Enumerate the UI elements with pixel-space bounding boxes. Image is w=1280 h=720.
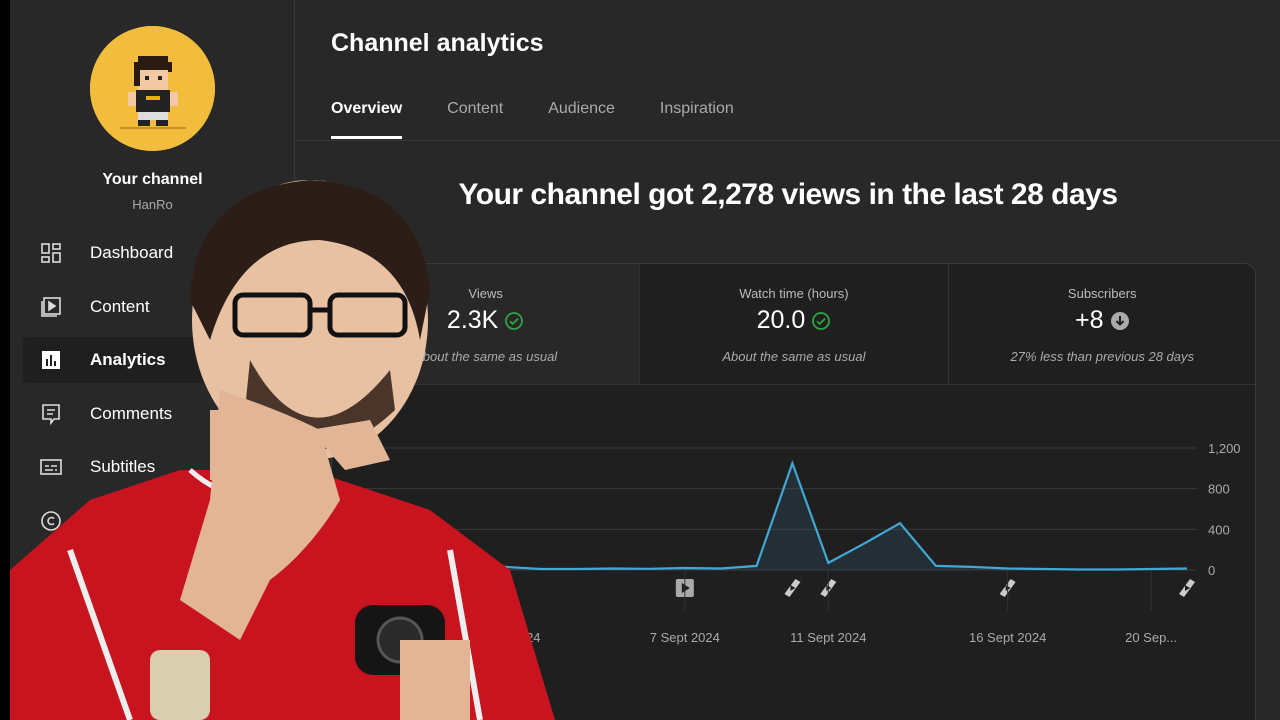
analytics-icon [39, 348, 63, 372]
tabs: Overview Content Audience Inspiration [331, 100, 779, 140]
metric-card-subscribers[interactable]: Subscribers +8 27% less than previous 28… [948, 264, 1255, 384]
sidebar-item-label: Content [90, 296, 150, 316]
main-content: Channel analytics Overview Content Audie… [296, 0, 1280, 720]
tab-divider [296, 140, 1280, 141]
metric-label: Watch time (hours) [739, 286, 849, 301]
check-circle-icon [812, 311, 831, 330]
content-icon [39, 295, 63, 319]
y-tick-label: 800 [1208, 482, 1230, 497]
y-tick-label: 1,200 [1208, 441, 1241, 456]
x-tick-label: 11 Sept 2024 [790, 630, 866, 645]
dashboard-icon [39, 241, 63, 265]
pixel-avatar-icon [90, 26, 215, 151]
tab-content[interactable]: Content [447, 100, 504, 117]
page-title: Channel analytics [331, 29, 544, 57]
metric-comparison: About the same as usual [414, 349, 558, 364]
channel-avatar[interactable] [90, 26, 215, 151]
sidebar-item-content[interactable]: Content [23, 284, 283, 330]
metric-value-row: 2.3K [332, 306, 639, 335]
metric-value: 20.0 [756, 306, 806, 334]
tab-inspiration[interactable]: Inspiration [659, 100, 734, 117]
overview-panel: Views 2.3K About the same as usual Watch… [331, 263, 1256, 720]
metric-label: Subscribers [1067, 286, 1137, 301]
sidebar-item-label: Analytics [90, 350, 166, 370]
sidebar-item-subtitles[interactable]: Subtitles [23, 444, 283, 490]
shorts-icon[interactable] [1179, 579, 1195, 597]
studio-window: Your channel HanRo Dashboard Content Ana… [10, 0, 1280, 720]
metric-comparison: 27% less than previous 28 days [1010, 349, 1195, 364]
metric-label: Views [468, 286, 503, 301]
x-tick-label: 16 Sept 2024 [969, 630, 1046, 645]
sidebar-item-label: Subtitles [90, 457, 156, 477]
tab-audience[interactable]: Audience [548, 100, 615, 117]
y-tick-label: 400 [1208, 522, 1230, 537]
tab-overview[interactable]: Overview [331, 100, 403, 140]
sidebar-item-label: Dashboard [90, 243, 174, 262]
metric-value: +8 [1074, 306, 1104, 334]
metric-value: 2.3K [446, 306, 499, 334]
sidebar-item-dashboard[interactable]: Dashboard [23, 230, 283, 276]
channel-handle: HanRo [132, 197, 173, 212]
y-tick-label: 0 [1208, 563, 1215, 578]
copyright-icon [39, 509, 63, 533]
shorts-icon[interactable] [784, 579, 801, 597]
check-circle-icon [505, 311, 524, 330]
sidebar-item-comments[interactable]: Comments [23, 391, 283, 437]
arrow-down-circle-icon [1110, 311, 1129, 330]
views-headline: Your channel got 2,278 views in the last… [458, 178, 1118, 211]
webcam-person-overlay [10, 180, 555, 720]
channel-name: Your channel [102, 171, 203, 188]
x-tick-label: 20 Sep... [1125, 630, 1177, 645]
sidebar-item-label: Comments [90, 403, 173, 423]
metric-value-row: 20.0 [640, 306, 947, 335]
metric-comparison: About the same as usual [722, 349, 866, 364]
metric-value-row: +8 [949, 306, 1255, 335]
metric-card-watch-time[interactable]: Watch time (hours) 20.0 About the same a… [640, 264, 949, 384]
comments-icon [39, 402, 63, 426]
subtitles-icon [39, 455, 63, 479]
x-tick-label: 7 Sept 2024 [650, 630, 720, 645]
